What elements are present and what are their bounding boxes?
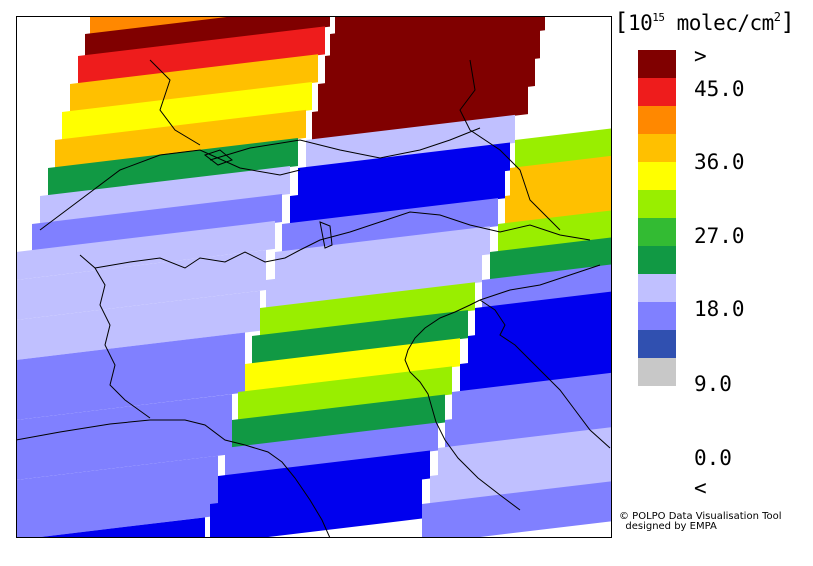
pixel-cell [55,109,306,168]
legend-swatch [638,134,676,162]
pixel-cell [312,86,528,140]
pixel-cell [422,481,612,538]
pixel-cell [318,57,535,112]
pixel-cell [430,454,612,504]
pixel-cell [475,291,612,336]
legend-swatch [638,190,676,218]
pixel-cell [16,455,218,538]
pixel-cell [482,264,612,308]
border-germany-north [149,59,201,146]
legend-label-bottom: < [694,476,707,500]
pixel-cell [232,394,445,448]
legend-swatch [638,162,676,190]
pixel-cell [85,16,330,56]
pixel-cell [325,30,540,84]
credit-line-2: designed by EMPA [625,521,717,532]
lake-garda [319,221,333,249]
concentration-map [16,16,612,538]
border-germany-austria [209,127,481,161]
satellite-pixel-swaths [16,16,612,538]
border-france-italy [79,254,151,419]
legend-swatch [638,274,676,302]
pixel-cell [16,332,245,420]
border-austria-east [459,59,561,231]
pixel-cell [490,237,612,280]
pixel-cell [40,166,290,224]
pixel-cell [266,254,482,308]
coastline-ligurian [16,419,331,538]
pixel-cell [70,54,318,112]
border-swiss-italy [94,249,301,269]
border-austria-italy [299,211,591,251]
pixel-cell [445,399,612,448]
pixel-cell [460,345,612,392]
coastlines-and-borders [16,59,611,538]
pixel-cell [210,478,422,538]
pixel-cell [62,82,312,140]
pixel-cell [218,450,430,504]
legend-label-27: 27.0 [694,224,745,248]
credit-line-1: © POLPO Data Visualisation Tool [619,511,782,522]
pixel-cell [275,226,490,280]
credit-text: © POLPO Data Visualisation Tool designed… [619,512,782,532]
border-swiss-north [39,149,301,231]
pixel-cell [330,16,545,56]
legend-label-9: 9.0 [694,372,732,396]
legend-label-18: 18.0 [694,297,745,321]
pixel-cell [32,194,282,252]
pixel-cell [16,394,232,480]
legend-swatch [638,302,676,330]
pixel-cell [452,372,612,420]
legend-color-bar [638,50,676,386]
pixel-cell [282,198,498,252]
pixel-cell [468,318,612,364]
pixel-cell [16,250,266,320]
legend-swatch [638,106,676,134]
coastline-istria-dalmatia [479,299,611,449]
pixel-cell [78,26,325,84]
legend-swatch [638,50,676,78]
legend-unit-label: [1015 molec/cm2] [614,8,795,36]
pixel-cell [260,282,475,336]
lake-constance [203,149,233,166]
legend-swatch [638,78,676,106]
legend-swatch [638,218,676,246]
pixel-cell [290,170,505,224]
legend-label-36: 36.0 [694,150,745,174]
legend-swatch [638,246,676,274]
pixel-cell [252,310,468,364]
legend-label-45: 45.0 [694,77,745,101]
legend-label-top: > [694,44,707,68]
pixel-cell [16,290,260,360]
pixel-cell [438,427,612,476]
pixel-cell [245,338,460,392]
pixel-cell [238,366,452,420]
pixel-cell [225,422,438,476]
legend-swatch [638,330,676,358]
pixel-cell [515,128,612,168]
coastline-adriatic-west [404,299,521,511]
pixel-cell [298,142,510,196]
pixel-cell [510,155,612,196]
pixel-cell [32,517,205,538]
pixel-cell [16,220,275,280]
legend-label-0: 0.0 [694,446,732,470]
legend-swatch [638,358,676,386]
border-slovenia-croatia [479,264,601,301]
pixel-cell [306,114,515,168]
